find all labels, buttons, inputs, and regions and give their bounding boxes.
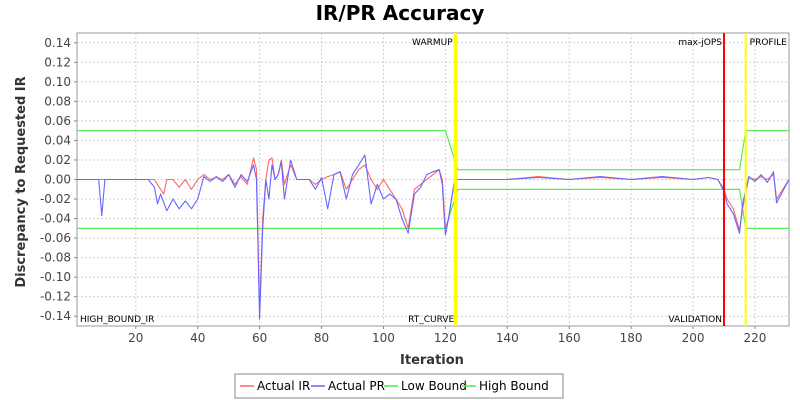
marker-label: VALIDATION — [668, 315, 722, 325]
y-tick-label: 0.14 — [44, 36, 71, 50]
x-axis-label: Iteration — [400, 353, 464, 368]
x-tick-label: 180 — [620, 331, 643, 345]
y-axis-label: Discrepancy to Requested IR — [14, 76, 29, 287]
x-tick-label: 60 — [252, 331, 267, 345]
marker-lines: WARMUP RT_CURVE max-jOPS VALIDATION PROFILE — [408, 33, 787, 326]
y-tick-label: -0.10 — [40, 270, 71, 284]
y-tick-label: -0.04 — [40, 212, 71, 226]
x-tick-label: 20 — [128, 331, 143, 345]
y-tick-label: -0.14 — [40, 309, 71, 323]
y-tick-label: 0.04 — [44, 133, 71, 147]
corner-label: HIGH_BOUND_IR — [80, 315, 154, 325]
x-tick-label: 160 — [558, 331, 581, 345]
x-axis-ticks: 20 40 60 80 100 120 140 160 180 200 220 — [128, 326, 766, 345]
marker-label: WARMUP — [412, 38, 453, 48]
y-tick-label: -0.08 — [40, 251, 71, 265]
legend-label: Actual IR — [257, 379, 310, 393]
grid-lines — [77, 33, 789, 326]
x-tick-label: 140 — [496, 331, 519, 345]
y-tick-label: -0.12 — [40, 290, 71, 304]
x-tick-label: 100 — [372, 331, 395, 345]
y-tick-label: 0.12 — [44, 55, 71, 69]
data-series — [77, 154, 790, 320]
x-tick-label: 200 — [682, 331, 705, 345]
series-line-actual-pr — [77, 154, 790, 320]
legend: Actual IR Actual PR Low Bound High Bound — [234, 373, 564, 399]
y-tick-label: -0.06 — [40, 231, 71, 245]
marker-label: RT_CURVE — [408, 315, 454, 325]
y-tick-label: 0.08 — [44, 94, 71, 108]
legend-label: High Bound — [479, 379, 549, 393]
legend-label: Low Bound — [401, 379, 467, 393]
y-tick-label: -0.02 — [40, 192, 71, 206]
chart-title: IR/PR Accuracy — [316, 1, 485, 25]
y-tick-label: 0.00 — [44, 173, 71, 187]
y-tick-label: 0.02 — [44, 153, 71, 167]
y-tick-label: 0.10 — [44, 75, 71, 89]
x-tick-label: 40 — [190, 331, 205, 345]
x-tick-label: 220 — [743, 331, 766, 345]
legend-label: Actual PR — [328, 379, 385, 393]
marker-label: max-jOPS — [678, 38, 722, 48]
marker-label: PROFILE — [750, 38, 788, 48]
x-tick-label: 120 — [434, 331, 457, 345]
y-axis-ticks: -0.14 -0.12 -0.10 -0.08 -0.06 -0.04 -0.02 0.00 0… — [40, 36, 77, 323]
y-tick-label: 0.06 — [44, 114, 71, 128]
legend-box — [234, 373, 564, 399]
x-tick-label: 80 — [314, 331, 329, 345]
